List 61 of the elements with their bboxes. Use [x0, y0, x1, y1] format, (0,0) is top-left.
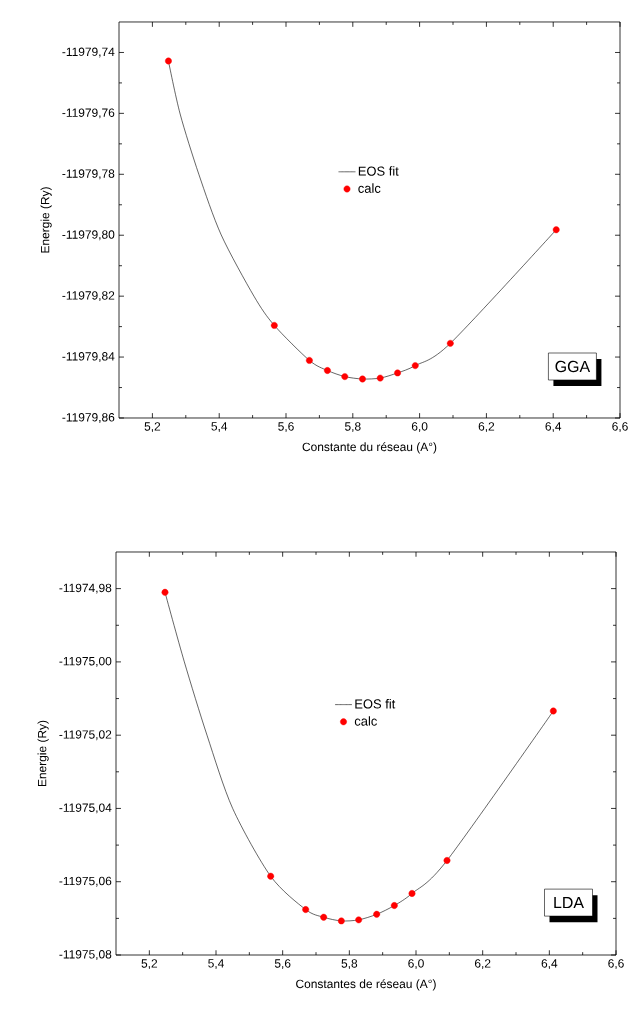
point — [376, 374, 384, 382]
x-tick-label: 5,4 — [208, 959, 224, 969]
x-tick-label: 5,6 — [274, 959, 291, 970]
point — [373, 910, 381, 918]
legend-label: calc — [354, 716, 377, 726]
point — [324, 367, 331, 374]
y-axis-title: Energie (Ry) — [40, 187, 52, 253]
point — [302, 906, 310, 913]
legend-label: EOS fit — [355, 699, 396, 709]
y-tick-label: -11979,74 — [62, 47, 115, 58]
point — [161, 588, 169, 596]
point — [411, 362, 419, 369]
y-tick-label: -11975,02 — [59, 730, 112, 741]
annotation: GGA — [555, 360, 591, 373]
x-tick-label: 6,6 — [612, 422, 628, 433]
x-tick-label: 6,4 — [541, 959, 558, 970]
y-tick-label: -11979,76 — [62, 108, 115, 119]
y-tick-label: -11974,98 — [59, 583, 112, 594]
x-tick-label: 6,0 — [411, 422, 428, 433]
x-tick-label: 6,2 — [478, 422, 495, 433]
y-tick-label: -11975,08 — [59, 950, 112, 960]
x-tick-label: 5,2 — [144, 422, 161, 433]
x-tick-label: 6,2 — [474, 959, 491, 970]
point — [549, 707, 557, 715]
y-tick-label: -11979,82 — [62, 291, 115, 302]
x-axis-title: Constante du réseau (A°) — [302, 442, 437, 454]
x-tick-label: 6,6 — [608, 959, 624, 970]
y-tick-label: -11975,06 — [59, 876, 112, 887]
x-tick-label: 5,6 — [278, 422, 294, 433]
y-tick-label: -11975,04 — [59, 803, 112, 814]
point — [552, 226, 560, 234]
point — [394, 369, 401, 377]
legend-label: EOS fit — [358, 166, 399, 176]
y-tick-label: -11975,00 — [59, 656, 112, 667]
point — [359, 375, 366, 383]
point — [446, 339, 454, 347]
y-tick-label: -11979,78 — [62, 169, 115, 180]
point — [408, 890, 416, 897]
x-tick-label: 5,8 — [341, 959, 358, 970]
y-tick-label: -11979,84 — [62, 352, 115, 362]
point — [390, 902, 398, 909]
x-tick-label: 5,2 — [141, 959, 158, 970]
point — [165, 57, 172, 65]
y-axis-title: Energie (Ry) — [37, 720, 49, 787]
point — [443, 857, 451, 864]
point — [337, 917, 345, 925]
x-tick-label: 6,0 — [408, 959, 424, 970]
annotation: LDA — [554, 897, 584, 909]
y-tick-label: -11979,86 — [62, 413, 115, 423]
point — [270, 322, 278, 329]
point — [267, 872, 275, 880]
x-tick-label: 6,4 — [545, 422, 562, 433]
x-tick-label: 5,8 — [344, 422, 361, 433]
x-tick-label: 5,4 — [211, 422, 228, 432]
point — [341, 373, 349, 380]
point — [306, 357, 313, 364]
point — [355, 916, 363, 924]
x-axis-title: Constantes de réseau (A°) — [296, 979, 436, 991]
y-tick-label: -11979,80 — [62, 230, 115, 241]
point — [320, 913, 328, 921]
legend-label: calc — [358, 183, 381, 193]
